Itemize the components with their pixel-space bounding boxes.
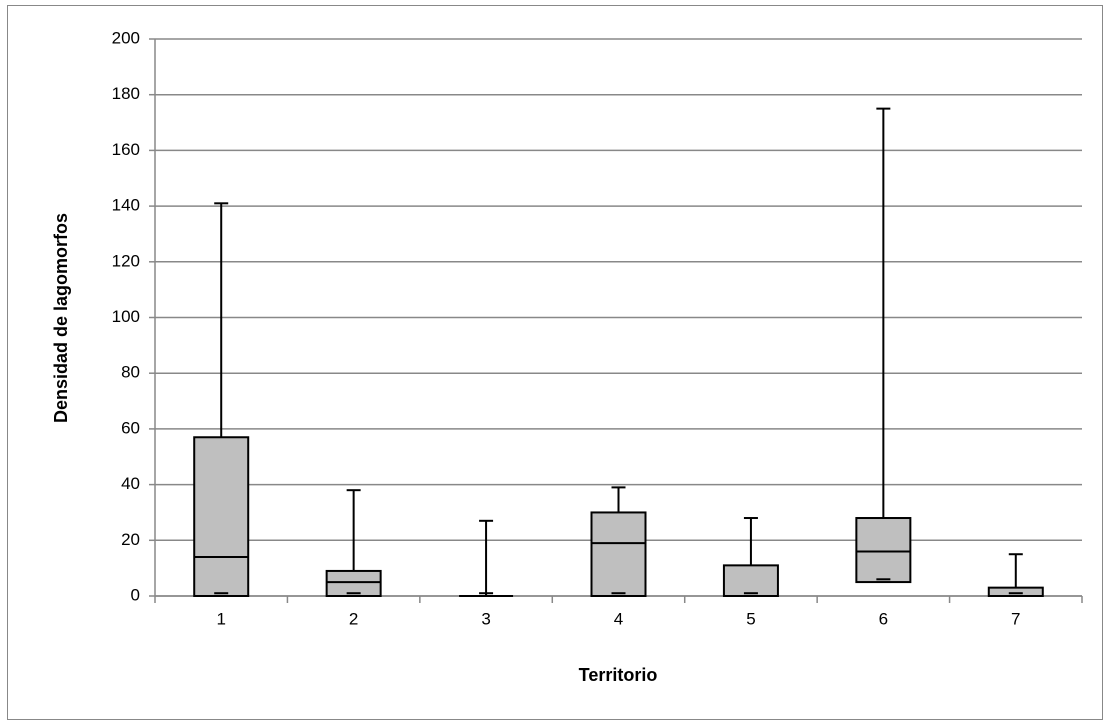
- box: [193, 436, 250, 597]
- box: [325, 569, 382, 597]
- y-tick-label: 80: [121, 363, 140, 382]
- x-tick-label: 4: [614, 609, 623, 628]
- x-tick-label: 2: [349, 609, 358, 628]
- y-axis-title: Densidad de lagomorfos: [51, 213, 71, 423]
- y-tick-label: 160: [112, 140, 140, 159]
- box: [722, 564, 779, 597]
- x-tick-label: 3: [481, 609, 490, 628]
- y-tick-label: 60: [121, 418, 140, 437]
- x-tick-label: 6: [879, 609, 888, 628]
- y-tick-label: 100: [112, 307, 140, 326]
- y-tick-label: 140: [112, 196, 140, 215]
- x-axis-title: Territorio: [579, 665, 658, 685]
- y-tick-label: 20: [121, 530, 140, 549]
- y-tick-label: 180: [112, 84, 140, 103]
- x-tick-label: 7: [1011, 609, 1020, 628]
- y-tick-label: 120: [112, 251, 140, 270]
- x-tick-label: 1: [216, 609, 225, 628]
- chart-border: [7, 5, 1103, 720]
- y-tick-label: 0: [131, 585, 140, 604]
- x-tick-label: 5: [746, 609, 755, 628]
- box: [855, 517, 912, 584]
- box: [987, 586, 1044, 598]
- box: [590, 511, 647, 598]
- y-tick-label: 200: [112, 28, 140, 47]
- y-tick-label: 40: [121, 474, 140, 493]
